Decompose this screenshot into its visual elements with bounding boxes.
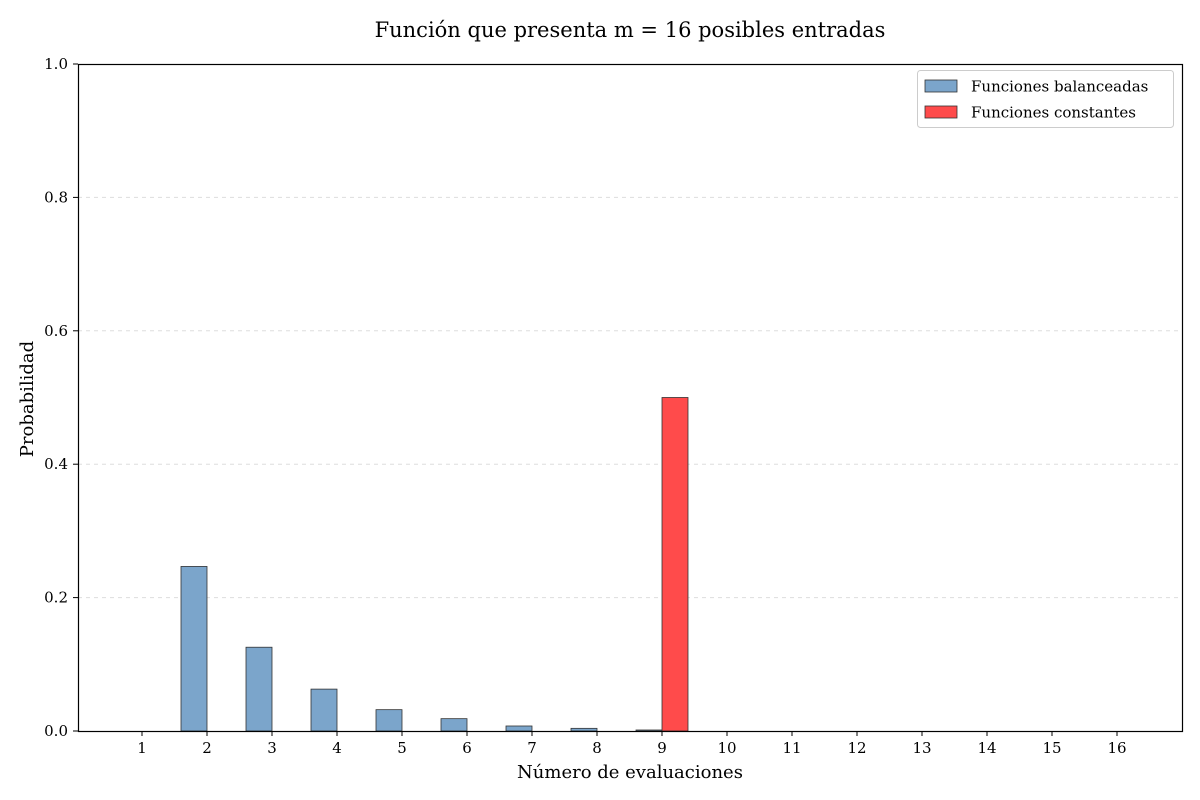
x-tick-label: 3	[267, 739, 277, 757]
x-axis: 1 2 3 4 5 6 7 8 9 10 11 12 13 14 15 16	[137, 731, 1127, 757]
bar-constantes-9	[661, 397, 689, 732]
chart-title: Función que presenta m = 16 posibles ent…	[375, 18, 886, 42]
x-tick-label: 13	[912, 739, 931, 757]
x-tick-label: 1	[137, 739, 147, 757]
bar-balanceadas-9	[635, 729, 663, 732]
x-tick-label: 14	[977, 739, 996, 757]
y-tick-label: 0.6	[44, 322, 68, 340]
x-tick-label: 8	[592, 739, 602, 757]
grid-layer	[78, 196, 1182, 599]
y-tick-label: 1.0	[44, 55, 68, 73]
bar-balanceadas-5	[375, 709, 403, 732]
bar-balanceadas-4	[310, 688, 338, 732]
bar-balanceadas-2	[180, 566, 208, 732]
legend-label-balanceadas: Funciones balanceadas	[971, 78, 1148, 96]
legend-label-constantes: Funciones constantes	[971, 104, 1136, 122]
bar-balanceadas-8	[570, 727, 598, 732]
y-tick-label: 0.2	[44, 589, 68, 607]
x-tick-label: 5	[397, 739, 407, 757]
x-tick-label: 7	[527, 739, 537, 757]
plot-frame	[77, 63, 1184, 733]
x-tick-label: 10	[717, 739, 736, 757]
y-tick-label: 0.8	[44, 188, 68, 206]
y-axis-label: Probabilidad	[17, 341, 38, 457]
y-axis: 0.0 0.2 0.4 0.6 0.8 1.0	[44, 55, 78, 740]
bar-balanceadas-7	[505, 725, 533, 732]
bar-balanceadas-3	[245, 646, 273, 732]
bar-balanceadas-6	[440, 718, 468, 732]
x-axis-label: Número de evaluaciones	[517, 762, 743, 783]
legend-swatch-balanceadas	[924, 79, 958, 93]
x-tick-label: 9	[657, 739, 667, 757]
y-tick-label: 0.0	[44, 722, 68, 740]
legend-box	[917, 70, 1174, 128]
x-tick-label: 4	[332, 739, 342, 757]
x-tick-label: 12	[847, 739, 866, 757]
x-tick-label: 6	[462, 739, 472, 757]
x-tick-label: 11	[782, 739, 801, 757]
x-tick-label: 2	[202, 739, 212, 757]
legend-swatch-constantes	[924, 105, 958, 119]
bars-layer	[180, 397, 689, 732]
legend: Funciones balanceadas Funciones constant…	[917, 70, 1174, 128]
x-tick-label: 15	[1042, 739, 1061, 757]
y-tick-label: 0.4	[44, 455, 68, 473]
x-tick-label: 16	[1107, 739, 1126, 757]
